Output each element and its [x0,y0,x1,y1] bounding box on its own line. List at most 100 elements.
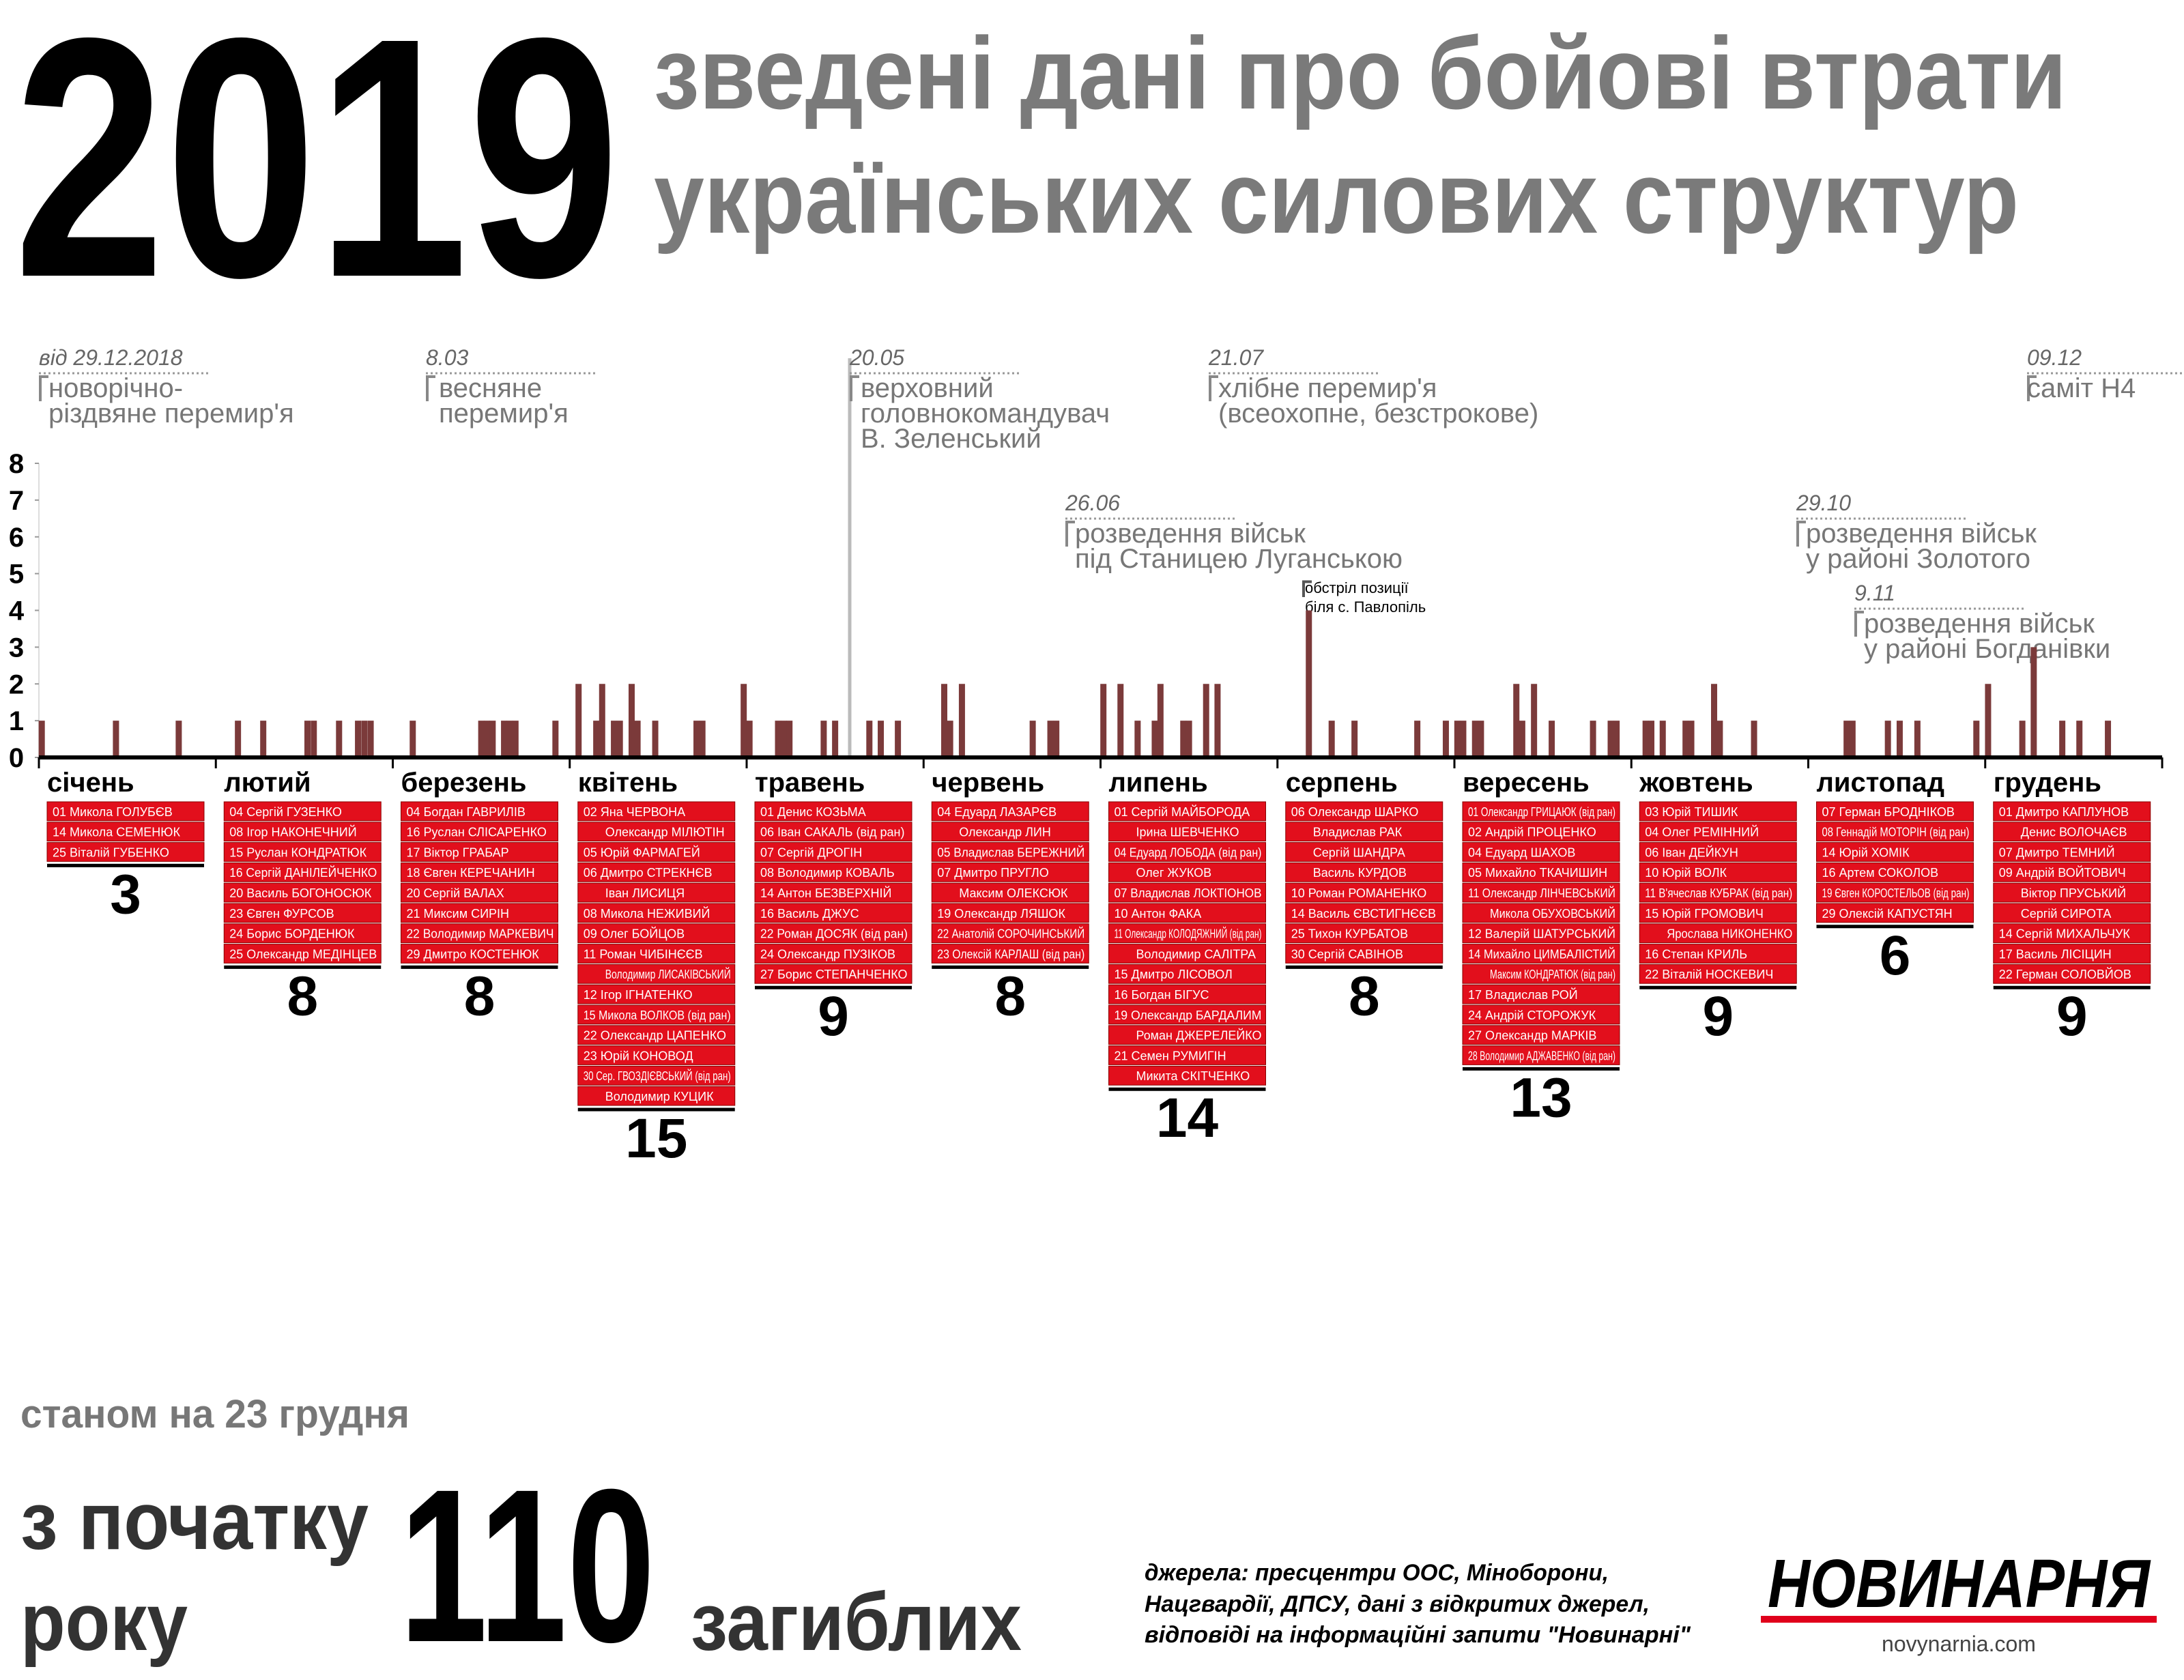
y-tick-label: 3 [9,633,24,663]
name-row [577,1065,736,1086]
name-row [1993,944,2151,964]
name-row [401,923,558,944]
month-total: 8 [994,965,1026,1027]
event-text: хлібне перемир'я [1218,373,1437,403]
name: 05 Михайло ТКАЧИШИН [1468,866,1607,880]
name: Володимир САЛІТРА [1136,947,1256,961]
name-row [754,882,913,903]
bar [1642,721,1649,757]
event-text: перемир'я [439,399,569,429]
month-label: червень [932,768,1044,798]
month-total: 9 [818,985,849,1047]
bar [895,721,902,757]
name-row [754,801,913,822]
month-total: 3 [110,863,141,925]
name-row [1108,862,1266,882]
name: 06 Дмитро СТРЕКНЄВ [584,866,713,880]
name-row [754,923,913,944]
name: 16 Степан КРИЛЬ [1645,947,1747,961]
name-row [931,801,1089,822]
name-row [577,842,736,862]
month-total: 9 [2056,985,2088,1047]
name-row [1108,1004,1266,1025]
y-tick-label: 8 [9,449,24,479]
name-row [577,923,736,944]
event-bracket [1302,580,1312,597]
name: 24 Борис БОРДЕНЮК [229,927,355,941]
month-total: 13 [1510,1067,1572,1129]
name-row [1816,822,1974,842]
event-bracket [1209,375,1218,401]
name-row [223,882,382,903]
name-row [1108,923,1266,944]
name: Володимир ЛИСАКІВСЬКИЙ [605,967,731,981]
bar [1117,684,1124,757]
name-row [1993,801,2151,822]
name: 08 Ігор НАКОНЕЧНИЙ [229,825,356,839]
name: 11 В'ячеслав КУБРАК (від ран) [1645,886,1792,900]
bar [820,721,827,757]
bar [628,684,635,757]
title-line: зведені дані про бойові втрати [654,16,2067,130]
bar [775,721,781,757]
month-total: 14 [1156,1087,1219,1149]
name-row [1993,903,2151,923]
title-line: українських силових структур [654,140,2019,255]
bar [1682,721,1689,757]
since-line: з початку [20,1475,369,1567]
name-row [754,964,913,984]
name: 01 Микола ГОЛУБЄВ [53,805,173,819]
name: Сергій СИРОТА [2021,907,2112,921]
name: 12 Валерій ШАТУРСЬКИЙ [1468,927,1615,941]
name-row [1993,923,2151,944]
name-row [1108,1045,1266,1065]
name-row [401,944,558,964]
name: 02 Андрій ПРОЦЕНКО [1468,826,1596,839]
bar [1351,721,1358,757]
name-row [577,801,736,822]
name-row [931,822,1089,842]
year: 2019 [14,0,620,348]
event-date: 29.10 [1796,491,1851,515]
name-row [1462,923,1620,944]
name: 01 Олександр ГРИЦАЮК (від ран) [1468,805,1615,819]
name: 14 Сергій МИХАЛЬЧУК [1999,927,2131,941]
name-row [754,903,913,923]
bar [512,721,519,757]
bar [1306,610,1312,757]
name-row [1462,944,1620,964]
name-row [1108,944,1266,964]
bar [1100,684,1107,757]
name-row [223,801,382,822]
event-date: 26.06 [1065,491,1120,515]
name: 19 Євген КОРОСТЕЛЬОВ (від ран) [1822,886,1970,900]
name: Олег ЖУКОВ [1136,866,1212,880]
name-row [754,842,913,862]
name: 08 Володимир КОВАЛЬ [760,866,895,880]
name: 16 Богдан БІГУС [1115,988,1209,1002]
name-row [1639,842,1797,862]
name-row [577,1025,736,1045]
event-text: розведення військ [1806,519,2037,549]
month-label: вересень [1463,768,1590,798]
name: 15 Дмитро ЛІСОВОЛ [1115,968,1233,981]
bar [1460,721,1467,757]
name: 07 Дмитро ПРУГЛО [937,866,1048,880]
bar [2030,647,2037,757]
bar [2019,721,2026,757]
name: 19 Олександр ЛЯШОК [937,907,1065,921]
bar [1648,721,1655,757]
bar [1180,721,1187,757]
name: 14 Василь ЄВСТИГНЄЄВ [1291,907,1436,921]
name-row [1462,862,1620,882]
bar [1029,721,1036,757]
name: 14 Микола СЕМЕНЮК [53,826,180,839]
bar [113,721,119,757]
bar [866,721,873,757]
month-label: квітень [578,768,678,798]
bar [832,721,839,757]
name-row [1462,903,1620,923]
bar [780,721,787,757]
month-label: листопад [1817,768,1945,798]
